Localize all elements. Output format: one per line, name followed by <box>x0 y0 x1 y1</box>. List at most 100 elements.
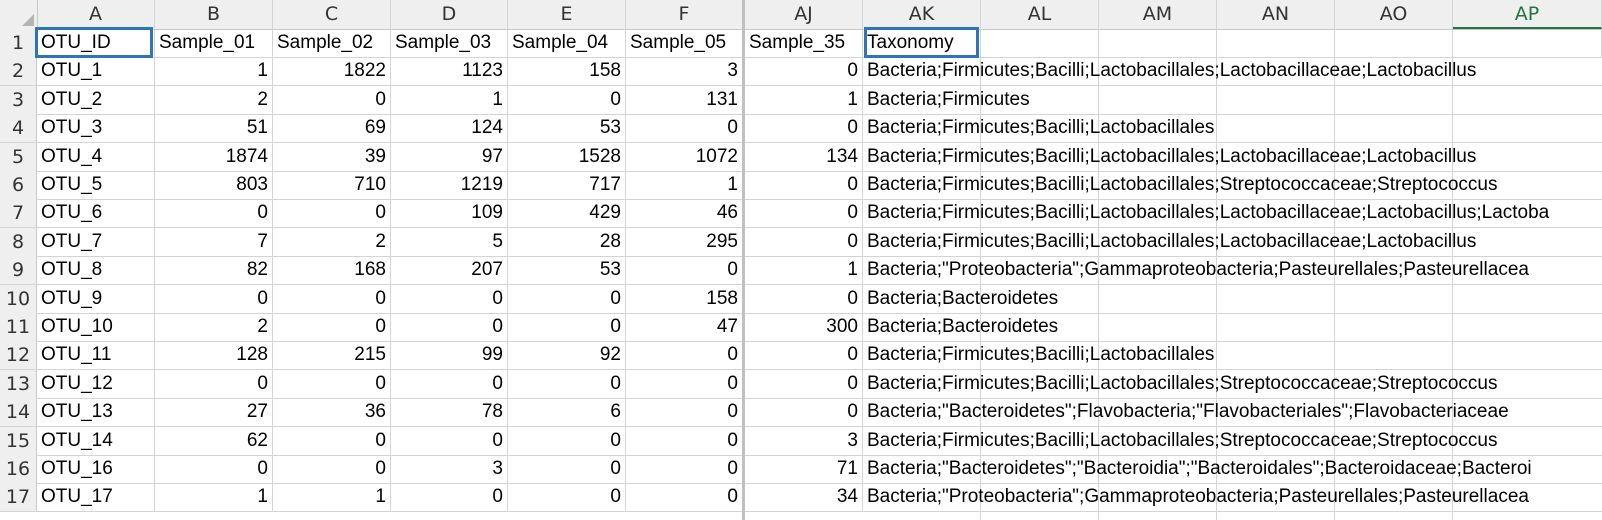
count-cell[interactable]: 5 <box>391 227 508 257</box>
row-header[interactable]: 14 <box>0 398 37 428</box>
taxonomy-cell[interactable]: Bacteria;Firmicutes;Bacilli;Lactobacilla… <box>863 114 1602 144</box>
count-cell[interactable]: 0 <box>273 284 391 314</box>
count-cell[interactable]: 34 <box>745 483 863 513</box>
otu-id-cell[interactable]: OTU_16 <box>37 455 155 484</box>
freeze-pane-divider[interactable] <box>742 0 745 520</box>
count-cell[interactable]: 429 <box>508 199 626 229</box>
count-cell[interactable]: 51 <box>155 114 273 144</box>
count-cell[interactable]: 53 <box>508 114 626 144</box>
count-cell[interactable]: 0 <box>155 199 273 229</box>
count-cell[interactable]: 131 <box>626 85 743 115</box>
count-cell[interactable]: 1123 <box>391 57 508 87</box>
count-cell[interactable]: 0 <box>273 455 391 484</box>
count-cell[interactable]: 71 <box>745 455 863 484</box>
count-cell[interactable]: 0 <box>391 426 508 456</box>
otu-id-cell[interactable]: OTU_6 <box>37 199 155 229</box>
column-header-ak[interactable]: AK <box>863 0 981 29</box>
otu-id-cell[interactable]: OTU_1 <box>37 57 155 87</box>
count-cell[interactable]: 0 <box>273 313 391 342</box>
count-cell[interactable]: 1219 <box>391 171 508 200</box>
count-cell[interactable]: 128 <box>155 341 273 371</box>
count-cell[interactable]: 0 <box>626 341 743 371</box>
otu-id-cell[interactable]: OTU_14 <box>37 426 155 456</box>
row-header[interactable]: 7 <box>0 199 37 229</box>
count-cell[interactable]: 0 <box>508 483 626 513</box>
count-cell[interactable]: 2 <box>155 313 273 342</box>
count-cell[interactable]: 0 <box>626 483 743 513</box>
count-cell[interactable]: 0 <box>626 256 743 286</box>
count-cell[interactable]: 3 <box>391 455 508 484</box>
count-cell[interactable]: 7 <box>155 227 273 257</box>
count-cell[interactable]: 3 <box>626 57 743 87</box>
count-cell[interactable]: 0 <box>391 369 508 399</box>
count-cell[interactable]: 0 <box>155 455 273 484</box>
count-cell[interactable]: 134 <box>745 142 863 172</box>
count-cell[interactable]: 1 <box>745 256 863 286</box>
count-cell[interactable]: 803 <box>155 171 273 200</box>
header-cell[interactable]: Sample_04 <box>508 29 626 58</box>
count-cell[interactable]: 1528 <box>508 142 626 172</box>
otu-id-cell[interactable]: OTU_10 <box>37 313 155 342</box>
header-cell[interactable]: Sample_02 <box>273 29 391 58</box>
otu-id-cell[interactable]: OTU_12 <box>37 369 155 399</box>
otu-id-cell[interactable]: OTU_7 <box>37 227 155 257</box>
row-header[interactable]: 9 <box>0 256 37 286</box>
count-cell[interactable]: 0 <box>626 369 743 399</box>
count-cell[interactable]: 168 <box>273 256 391 286</box>
count-cell[interactable]: 28 <box>508 227 626 257</box>
otu-id-cell[interactable]: OTU_17 <box>37 483 155 513</box>
taxonomy-cell[interactable]: Bacteria;Firmicutes;Bacilli;Lactobacilla… <box>863 427 1602 456</box>
count-cell[interactable]: 0 <box>508 284 626 314</box>
count-cell[interactable]: 300 <box>745 313 863 342</box>
count-cell[interactable]: 0 <box>508 455 626 484</box>
taxonomy-cell[interactable]: Bacteria;"Proteobacteria";Gammaproteobac… <box>863 483 1602 513</box>
count-cell[interactable]: 0 <box>391 284 508 314</box>
count-cell[interactable]: 0 <box>273 85 391 115</box>
column-header-a[interactable]: A <box>37 0 155 29</box>
count-cell[interactable]: 0 <box>508 313 626 342</box>
column-header-aj[interactable]: AJ <box>745 0 863 29</box>
count-cell[interactable]: 0 <box>626 398 743 428</box>
column-header-an[interactable]: AN <box>1217 0 1335 29</box>
count-cell[interactable]: 207 <box>391 256 508 286</box>
count-cell[interactable]: 0 <box>391 313 508 342</box>
count-cell[interactable]: 0 <box>626 455 743 484</box>
row-header[interactable]: 8 <box>0 227 37 257</box>
empty-cell[interactable] <box>1453 29 1602 58</box>
taxonomy-cell[interactable]: Bacteria;Firmicutes <box>863 86 1602 115</box>
column-header-f[interactable]: F <box>626 0 743 29</box>
count-cell[interactable]: 0 <box>745 114 863 144</box>
count-cell[interactable]: 0 <box>626 426 743 456</box>
count-cell[interactable]: 0 <box>745 398 863 428</box>
empty-cell[interactable] <box>1335 29 1453 58</box>
count-cell[interactable]: 124 <box>391 114 508 144</box>
count-cell[interactable]: 46 <box>626 199 743 229</box>
taxonomy-cell[interactable]: Bacteria;Firmicutes;Bacilli;Lactobacilla… <box>863 143 1602 172</box>
count-cell[interactable]: 27 <box>155 398 273 428</box>
row-header[interactable]: 10 <box>0 284 37 314</box>
count-cell[interactable]: 1874 <box>155 142 273 172</box>
empty-cell[interactable] <box>1099 29 1217 58</box>
row-header[interactable]: 1 <box>0 29 37 58</box>
taxonomy-cell[interactable]: Bacteria;"Proteobacteria";Gammaproteobac… <box>863 256 1602 286</box>
count-cell[interactable]: 0 <box>626 114 743 144</box>
column-header-b[interactable]: B <box>155 0 273 29</box>
otu-id-cell[interactable]: OTU_11 <box>37 341 155 371</box>
count-cell[interactable]: 0 <box>155 369 273 399</box>
count-cell[interactable]: 1 <box>155 57 273 87</box>
column-header-d[interactable]: D <box>391 0 508 29</box>
taxonomy-cell[interactable]: Bacteria;"Bacteroidetes";Flavobacteria;"… <box>863 398 1602 428</box>
row-header[interactable]: 3 <box>0 85 37 115</box>
count-cell[interactable]: 0 <box>745 171 863 200</box>
count-cell[interactable]: 69 <box>273 114 391 144</box>
column-header-ao[interactable]: AO <box>1335 0 1453 29</box>
count-cell[interactable]: 0 <box>745 199 863 229</box>
column-header-al[interactable]: AL <box>981 0 1099 29</box>
taxonomy-cell[interactable]: Bacteria;Firmicutes;Bacilli;Lactobacilla… <box>863 228 1602 257</box>
count-cell[interactable]: 6 <box>508 398 626 428</box>
count-cell[interactable]: 3 <box>745 426 863 456</box>
taxonomy-cell[interactable]: Bacteria;Firmicutes;Bacilli;Lactobacilla… <box>863 199 1602 229</box>
count-cell[interactable]: 0 <box>273 426 391 456</box>
count-cell[interactable]: 0 <box>745 284 863 314</box>
header-cell[interactable]: Taxonomy <box>863 29 981 58</box>
